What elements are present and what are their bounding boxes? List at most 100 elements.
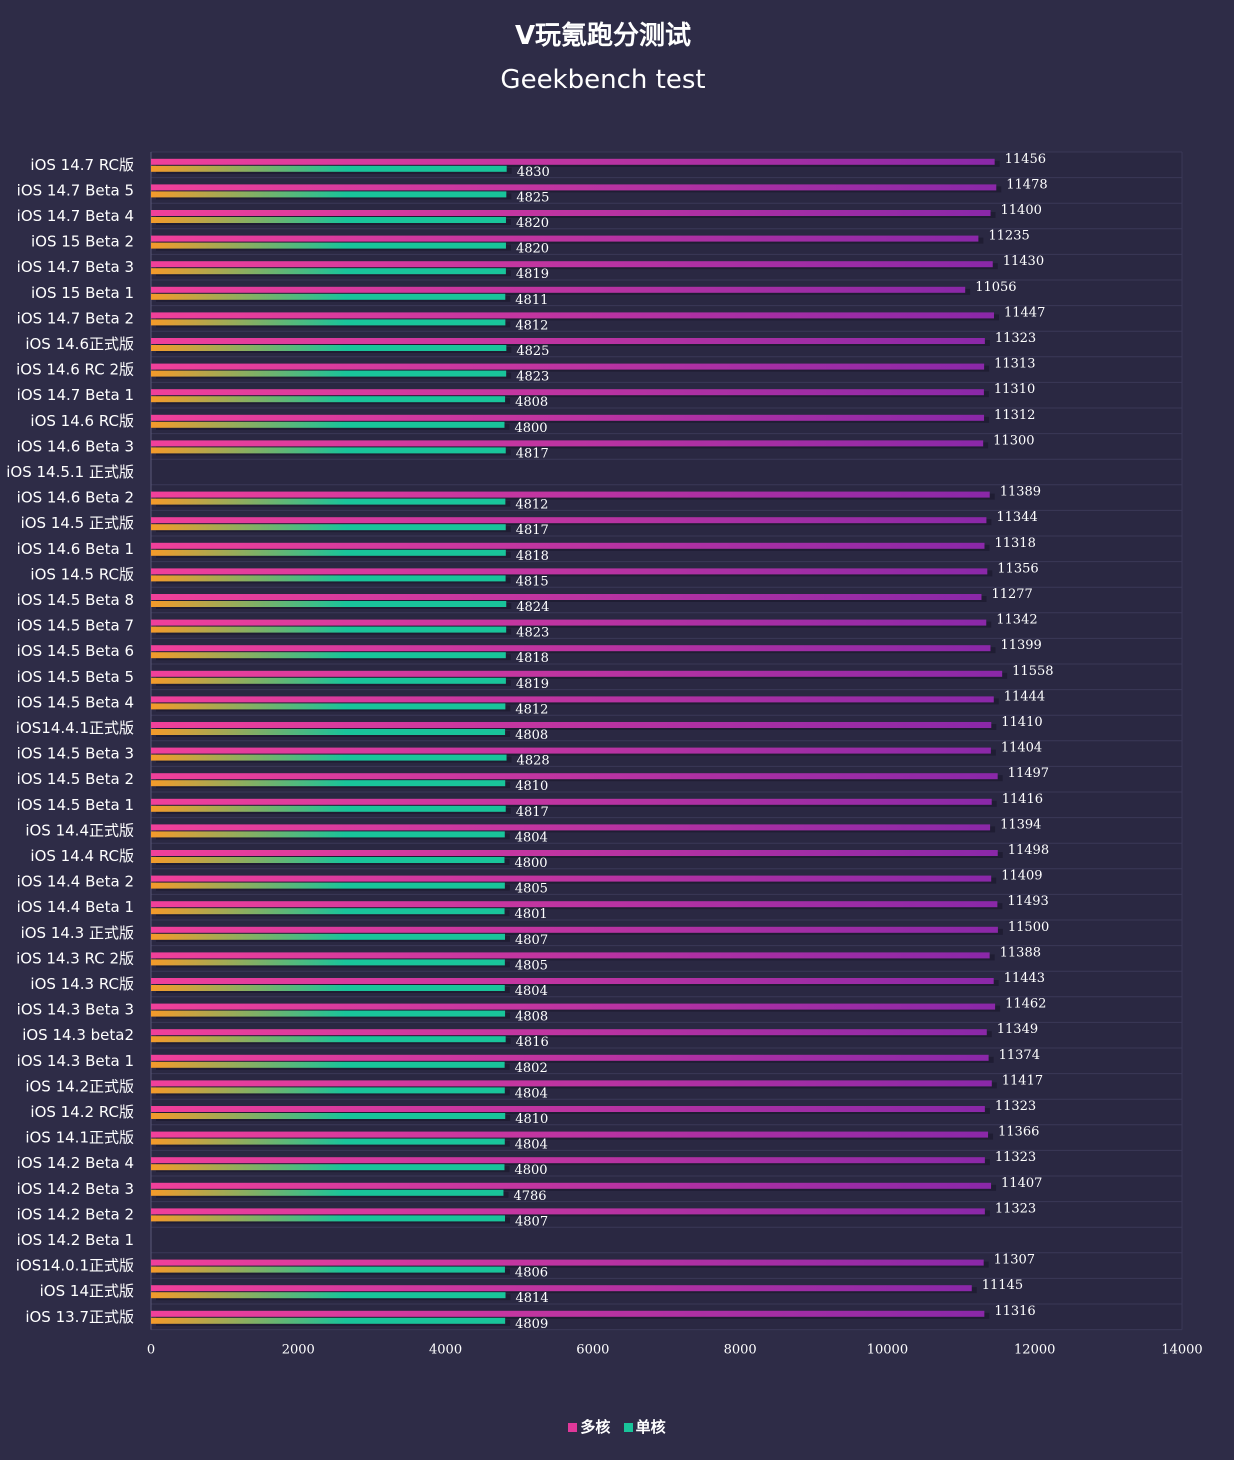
single-core-value-label: 4817	[516, 446, 549, 461]
category-label: iOS 14.7 Beta 4	[17, 207, 134, 225]
category-label: iOS 14.4 Beta 2	[17, 873, 134, 891]
multi-core-value-label: 11356	[997, 561, 1038, 576]
single-core-value-label: 4819	[516, 267, 549, 282]
single-core-bar	[151, 1113, 506, 1119]
single-core-bar	[151, 652, 506, 659]
multi-core-value-label: 11388	[1000, 945, 1041, 960]
single-core-bar	[151, 1061, 505, 1068]
single-core-value-label: 4824	[516, 600, 549, 615]
category-label: iOS 14.5 Beta 4	[17, 693, 134, 711]
single-core-value-label: 4800	[514, 856, 547, 871]
category-label: iOS 14.5 正式版	[21, 514, 134, 532]
multi-core-bar	[151, 798, 992, 805]
multi-core-bar	[151, 952, 990, 959]
category-label: iOS 14.5 Beta 1	[17, 796, 134, 814]
category-label: iOS 14.4 RC版	[30, 847, 134, 865]
labels-layer: iOS 14.7 RC版 11456 4830 iOS 14.7 Beta 5 1147…	[6, 152, 1053, 1332]
single-core-value-label: 4812	[515, 702, 548, 717]
multi-core-bar	[151, 850, 998, 856]
multi-core-bar	[151, 670, 1003, 677]
category-label: iOS 14.3 RC 2版	[16, 949, 134, 967]
category-label: iOS14.4.1正式版	[16, 719, 134, 737]
single-core-value-label: 4804	[515, 830, 548, 845]
single-core-value-label: 4804	[515, 1086, 548, 1101]
x-tick-label: 4000	[429, 1343, 462, 1358]
category-label: iOS 15 Beta 2	[31, 233, 134, 251]
single-core-bar	[151, 857, 505, 863]
multi-core-value-label: 11056	[975, 280, 1016, 295]
legend-item-single[interactable]: 单核	[623, 1416, 666, 1437]
single-core-bar	[151, 217, 506, 223]
single-core-bar	[151, 882, 505, 889]
multi-core-value-label: 11497	[1008, 766, 1049, 781]
single-core-bar	[151, 1164, 505, 1171]
multi-core-bar	[151, 363, 985, 370]
x-tick-label: 12000	[1014, 1343, 1055, 1358]
multi-core-value-label: 11344	[996, 510, 1037, 525]
multi-core-bar	[151, 1157, 985, 1164]
multi-core-bar	[151, 1003, 996, 1010]
single-core-value-label: 4800	[514, 1163, 547, 1178]
multi-core-bar	[151, 286, 966, 293]
single-core-value-label: 4807	[515, 933, 548, 948]
single-core-value-label: 4814	[516, 1291, 549, 1306]
multi-core-bar	[151, 1182, 992, 1189]
single-core-bar	[151, 601, 507, 607]
x-tick-label: 6000	[576, 1343, 609, 1358]
single-core-value-label: 4810	[515, 1112, 548, 1127]
multi-core-value-label: 11323	[995, 1150, 1036, 1165]
multi-core-bar	[151, 1080, 992, 1087]
multi-core-bar	[151, 389, 984, 396]
x-tick-label: 0	[147, 1343, 155, 1358]
single-core-bar	[151, 831, 505, 838]
multi-core-bar	[151, 1029, 987, 1036]
multi-core-value-label: 11456	[1005, 152, 1046, 167]
legend-item-multi[interactable]: 多核	[568, 1416, 610, 1437]
multi-core-value-label: 11312	[994, 408, 1035, 423]
multi-core-value-label: 11235	[988, 229, 1029, 244]
single-core-bar	[151, 1317, 506, 1324]
multi-core-value-label: 11478	[1006, 177, 1047, 192]
category-label: iOS 14.7 RC版	[30, 156, 134, 174]
multi-core-bar	[151, 722, 992, 728]
single-core-value-label: 4828	[517, 754, 550, 769]
single-core-bar	[151, 549, 506, 556]
single-core-value-label: 4805	[515, 882, 548, 897]
single-core-bar	[151, 1266, 505, 1273]
single-core-value-label: 4818	[516, 549, 549, 564]
multi-core-value-label: 11310	[994, 382, 1035, 397]
chart-title: V玩氪跑分测试	[514, 21, 692, 51]
single-core-bar	[151, 908, 505, 915]
category-label: iOS 14.5 Beta 6	[17, 642, 134, 660]
category-label: iOS 14.2 RC版	[30, 1103, 134, 1121]
multi-core-value-label: 11313	[994, 357, 1035, 372]
category-label: iOS 14.3 RC版	[30, 975, 134, 993]
category-label: iOS 14.7 Beta 3	[17, 258, 134, 276]
single-core-value-label: 4808	[515, 728, 548, 743]
single-core-bar	[151, 396, 506, 403]
single-core-value-label: 4800	[514, 421, 547, 436]
x-tick-label: 14000	[1161, 1343, 1202, 1358]
category-label: iOS 14.5 RC版	[30, 565, 134, 583]
multi-core-bar	[151, 261, 993, 268]
multi-core-bar	[151, 978, 994, 984]
single-core-bar	[151, 447, 506, 454]
multi-core-bar	[151, 517, 987, 524]
category-label: iOS 14.5 Beta 8	[17, 591, 134, 609]
multi-core-bar	[151, 414, 985, 421]
multi-core-value-label: 11462	[1005, 997, 1046, 1012]
multi-core-bar	[151, 926, 998, 933]
multi-core-value-label: 11316	[994, 1304, 1035, 1319]
multi-core-value-label: 11277	[991, 587, 1032, 602]
single-core-value-label: 4817	[516, 805, 549, 820]
multi-core-value-label: 11404	[1001, 741, 1042, 756]
legend-swatch-multi	[568, 1423, 578, 1432]
single-core-bar	[151, 985, 505, 991]
single-core-bar	[151, 293, 506, 300]
single-core-bar	[151, 421, 505, 428]
category-label: iOS 14.5 Beta 3	[17, 745, 134, 763]
category-label: iOS 14正式版	[40, 1282, 134, 1300]
multi-core-value-label: 11447	[1004, 305, 1045, 320]
single-core-bar	[151, 319, 506, 326]
category-label: iOS 14.7 Beta 1	[17, 386, 134, 404]
